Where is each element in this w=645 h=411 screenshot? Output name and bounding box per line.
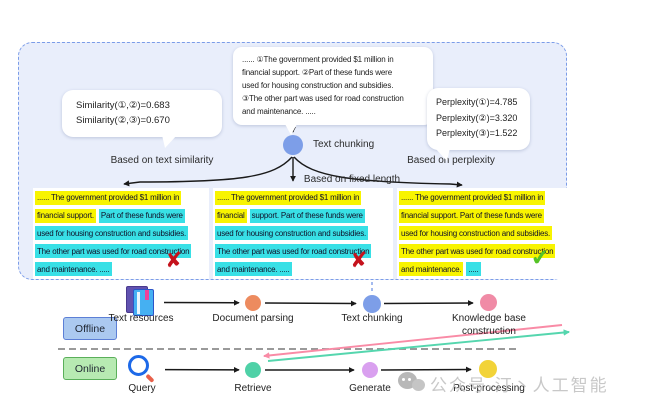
- offline-tag: Offline: [63, 317, 117, 340]
- highlighted-text-line: The other part was used for road constru…: [399, 242, 565, 260]
- generate-node: [362, 362, 378, 378]
- highlighted-text-line: and maintenance......: [399, 260, 565, 278]
- book-bookmark: [145, 290, 149, 300]
- label-document-parsing: Document parsing: [212, 313, 294, 324]
- highlighted-text-line: financial support. Part of these funds we…: [35, 207, 207, 225]
- text-chunking-pipeline-node: [363, 295, 381, 313]
- source-line: used for housing construction and subsid…: [242, 81, 394, 90]
- label-text-resources: Text resources: [108, 313, 174, 324]
- cross-icon: ✘: [349, 248, 369, 273]
- label-retrieve: Retrieve: [234, 383, 272, 394]
- book-icon: [124, 286, 160, 318]
- yellow-highlight-segment: used for housing construction and subsid…: [399, 226, 553, 241]
- cyan-highlight-segment: support. Part of these funds were: [249, 208, 365, 223]
- similarity-score-bubble: Similarity(①,②)=0.683 Similarity(②,③)=0.…: [62, 90, 222, 148]
- chunk-result-fixed-length: ...... The government provided $1 millio…: [213, 188, 393, 279]
- cyan-highlight-segment: Part of these funds were: [98, 208, 185, 223]
- arrow-branch-perplexity: [293, 156, 463, 188]
- highlighted-text-line: ...... The government provided $1 millio…: [215, 189, 391, 207]
- branch-label-perplexity: Based on perplexity: [407, 155, 495, 166]
- highlighted-text-line: and maintenance. .....: [35, 260, 207, 278]
- perplexity-value: Perplexity(②)=3.320: [436, 112, 518, 123]
- yellow-highlight-segment: and maintenance.: [399, 262, 464, 277]
- source-line: ③The other part was used for road constr…: [242, 94, 404, 103]
- post-processing-node: [479, 360, 497, 378]
- similarity-value: Similarity(①,②)=0.683: [76, 100, 170, 111]
- book-page-stripe: [136, 291, 140, 314]
- label-knowledge-base-construction: Knowledge base construction: [452, 313, 526, 337]
- perplexity-value: Perplexity(①)=4.785: [436, 97, 518, 107]
- highlighted-text-line: The other part was used for road constru…: [35, 242, 207, 260]
- cyan-highlight-segment: The other part was used for road constru…: [35, 244, 192, 259]
- perplexity-value: Perplexity(③)=1.522: [436, 128, 518, 138]
- cyan-highlight-segment: and maintenance. .....: [215, 262, 292, 277]
- cyan-highlight-segment: .....: [466, 262, 481, 277]
- arrow-branch-similarity: [123, 156, 293, 187]
- branch-label-fixed-length: Based on fixed length: [303, 174, 401, 185]
- magnifier-handle: [145, 374, 155, 383]
- highlighted-text-line: ...... The government provided $1 millio…: [399, 189, 565, 207]
- cyan-highlight-segment: used for housing construction and subsid…: [35, 226, 189, 241]
- cyan-highlight-segment: used for housing construction and subsid…: [215, 226, 369, 241]
- label-post-processing: Post-processing: [453, 383, 525, 394]
- magnifier-icon: [126, 353, 160, 387]
- arrow-kb-to-retrieve: [263, 324, 563, 359]
- arrow-retrieve-to-kb: [267, 329, 570, 362]
- chunk-result-perplexity: ...... The government provided $1 millio…: [397, 188, 567, 279]
- text-chunking-node-label: Text chunking: [313, 139, 375, 150]
- source-line: financial support. ②Part of these funds …: [242, 68, 392, 77]
- highlighted-text-line: The other part was used for road constru…: [215, 242, 391, 260]
- cyan-highlight-segment: The other part was used for road constru…: [215, 244, 372, 259]
- yellow-highlight-segment: financial: [215, 208, 247, 223]
- label-text-chunking: Text chunking: [341, 313, 403, 324]
- source-text-bubble: ...... ①The government provided $1 milli…: [233, 47, 433, 135]
- highlighted-text-line: used for housing construction and subsid…: [35, 225, 207, 243]
- online-tag: Online: [63, 357, 117, 380]
- highlighted-text-line: and maintenance. .....: [215, 260, 391, 278]
- yellow-highlight-segment: financial support. Part of these funds w…: [399, 208, 544, 223]
- highlighted-text-line: financial support. Part of these funds w…: [399, 207, 565, 225]
- knowledge-base-node: [480, 294, 497, 311]
- yellow-highlight-segment: ...... The government provided $1 millio…: [215, 190, 362, 205]
- magnifier-ring: [128, 355, 149, 376]
- arrow-parsing-to-chunking: [264, 300, 357, 307]
- source-line: and maintenance. .....: [242, 107, 316, 116]
- chunk-result-similarity: ...... The government provided $1 millio…: [33, 188, 209, 279]
- cross-icon: ✘: [164, 248, 184, 273]
- document-parsing-node: [245, 295, 261, 311]
- source-line: ...... ①The government provided $1 milli…: [242, 55, 394, 64]
- highlighted-text-line: used for housing construction and subsid…: [215, 225, 391, 243]
- arrow-generate-to-postprocessing: [380, 366, 472, 373]
- yellow-highlight-segment: financial support.: [35, 208, 96, 223]
- check-icon: ✔: [529, 244, 551, 271]
- label-query: Query: [128, 383, 156, 394]
- yellow-highlight-segment: The other part was used for road constru…: [399, 244, 556, 259]
- label-generate: Generate: [349, 383, 391, 394]
- yellow-highlight-segment: ...... The government provided $1 millio…: [399, 190, 546, 205]
- highlighted-text-line: ...... The government provided $1 millio…: [35, 189, 207, 207]
- highlighted-text-line: financial support. Part of these funds we…: [215, 207, 391, 225]
- perplexity-score-bubble: Perplexity(①)=4.785 Perplexity(②)=3.320 …: [427, 88, 530, 161]
- highlighted-text-line: used for housing construction and subsid…: [399, 225, 565, 243]
- retrieve-node: [245, 362, 261, 378]
- branch-label-similarity: Based on text similarity: [110, 155, 214, 166]
- text-chunking-node: [283, 135, 303, 155]
- yellow-highlight-segment: ...... The government provided $1 millio…: [35, 190, 182, 205]
- similarity-value: Similarity(②,③)=0.670: [76, 115, 170, 126]
- cyan-highlight-segment: and maintenance. .....: [35, 262, 112, 277]
- arrow-chunking-to-kb: [383, 300, 474, 307]
